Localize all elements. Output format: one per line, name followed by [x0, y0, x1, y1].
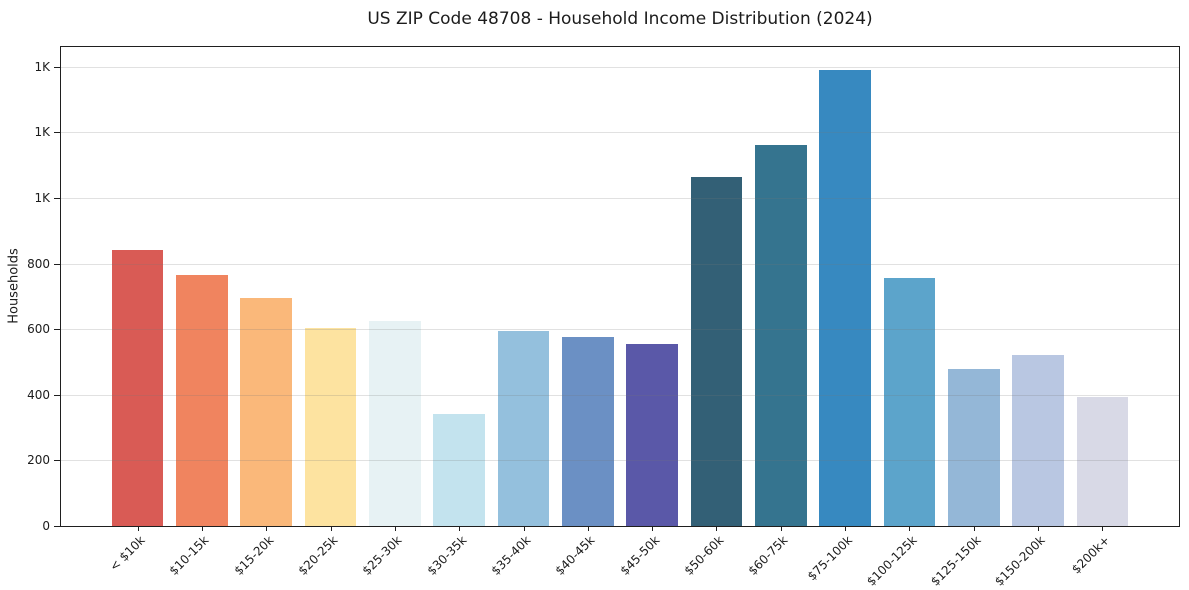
- x-tick-label: $100-125k: [863, 533, 920, 589]
- x-tick: [1102, 526, 1104, 531]
- y-tick: [54, 197, 60, 199]
- chart-title: US ZIP Code 48708 - Household Income Dis…: [367, 9, 873, 29]
- x-tick: [137, 526, 139, 531]
- bar-$125-150k: [948, 369, 1000, 526]
- x-tick-label: $40-45k: [552, 533, 598, 578]
- x-tick: [459, 526, 461, 531]
- y-tick-label: 1K: [34, 125, 50, 140]
- y-tick: [54, 66, 60, 68]
- y-tick: [54, 394, 60, 396]
- x-tick-label: $125-150k: [928, 533, 984, 589]
- gridline: [61, 66, 1179, 68]
- gridline: [61, 197, 1179, 199]
- y-tick-label: 200: [27, 453, 50, 468]
- x-tick: [201, 526, 203, 531]
- y-tick-label: 0: [42, 519, 50, 533]
- bar-$25-30k: [369, 320, 421, 526]
- bar-$35-40k: [497, 330, 550, 526]
- y-tick: [54, 526, 60, 527]
- gridline: [61, 132, 1179, 134]
- plot-area: < $10k $10-15k $15-20k $20-25k $25-30k $30-35…: [27, 46, 1180, 589]
- y-tick-label: 800: [27, 256, 50, 271]
- gridline: [61, 329, 1179, 331]
- x-tick-label: $20-25k: [295, 533, 341, 578]
- x-tick-label: < $10k: [106, 533, 148, 574]
- x-tick: [973, 526, 975, 531]
- gridline: [61, 394, 1179, 396]
- x-tick-label: $50-60k: [681, 533, 727, 578]
- x-tick: [394, 526, 396, 531]
- bar-$30-35k: [433, 413, 485, 526]
- y-tick: [54, 263, 60, 265]
- x-tick: [845, 526, 847, 531]
- bar-$200k+: [1076, 397, 1129, 526]
- x-tick: [330, 526, 332, 531]
- y-tick: [54, 460, 60, 462]
- x-tick-label: $60-75k: [745, 533, 791, 578]
- y-tick-label: 1K: [34, 190, 50, 205]
- y-axis-label: Households: [6, 248, 22, 324]
- bar-$75-100k: [819, 69, 871, 526]
- x-tick: [523, 526, 525, 531]
- bar-$150-200k: [1012, 355, 1064, 526]
- x-tick-label: $30-35k: [424, 533, 470, 578]
- x-tick: [266, 526, 268, 531]
- x-tick-label: $10-15k: [166, 533, 212, 578]
- x-tick: [780, 526, 782, 531]
- x-tick-label: $200k+: [1068, 533, 1113, 577]
- gridline: [61, 460, 1179, 462]
- x-tick: [909, 526, 911, 531]
- bar-$40-45k: [562, 337, 614, 526]
- y-tick-label: 400: [27, 387, 50, 402]
- x-tick-label: $25-30k: [359, 533, 405, 578]
- x-tick: [1038, 526, 1040, 531]
- bar-$20-25k: [304, 327, 357, 526]
- x-tick-label: $15-20k: [231, 533, 277, 578]
- bar-$10-15k: [176, 275, 228, 526]
- y-tick: [54, 132, 60, 134]
- y-tick-label: 600: [27, 322, 50, 337]
- x-tick: [652, 526, 654, 531]
- x-tick: [716, 526, 718, 531]
- bar-$50-60k: [690, 176, 743, 526]
- bar-$100-125k: [883, 278, 936, 526]
- bar-< $10k: [111, 250, 164, 526]
- x-tick: [587, 526, 589, 531]
- bar-$60-75k: [755, 145, 807, 526]
- bar-$15-20k: [240, 297, 292, 526]
- x-tick-label: $150-200k: [992, 533, 1049, 589]
- gridline: [61, 263, 1179, 265]
- x-tick-label: $35-40k: [488, 533, 534, 578]
- y-tick: [54, 329, 60, 331]
- x-tick-label: $45-50k: [617, 533, 663, 578]
- y-tick-label: 1K: [34, 59, 50, 74]
- bar-$45-50k: [626, 343, 678, 526]
- x-tick-label: $75-100k: [804, 533, 856, 584]
